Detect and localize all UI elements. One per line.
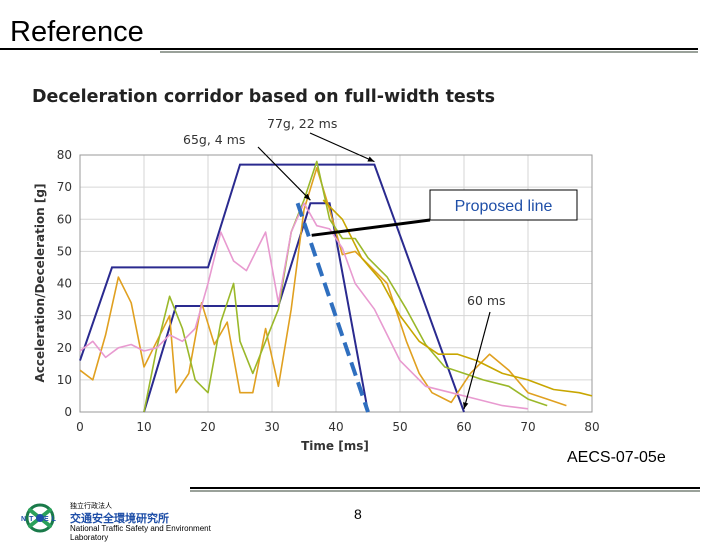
x-axis-label: Time [ms] [301, 439, 369, 453]
annotation-label: 65g, 4 ms [183, 132, 245, 147]
x-tick-label: 10 [136, 420, 151, 434]
annotation-pointer [309, 132, 375, 163]
proposed-callout-box [429, 189, 578, 221]
page-number: 8 [354, 506, 362, 522]
annotation-label: 77g, 22 ms [267, 116, 337, 131]
x-tick-label: 40 [328, 420, 343, 434]
x-tick-label: 70 [520, 420, 535, 434]
annotation-arrowhead [367, 156, 375, 162]
footer-divider-gray [190, 490, 700, 492]
y-tick-label: 10 [57, 373, 72, 387]
x-tick-label: 30 [264, 420, 279, 434]
response-curve [322, 199, 593, 397]
annotation-arrowhead [463, 402, 469, 409]
y-tick-label: 60 [57, 212, 72, 226]
response-curve [79, 202, 529, 410]
logo-text: NTSEL [21, 516, 59, 523]
org-name-jp: 交通安全環境研究所 [70, 512, 169, 525]
reference-code: AECS-07-05e [567, 449, 666, 466]
ntsel-logo-icon: NTSEL [21, 503, 59, 533]
title-divider-gray [160, 51, 698, 53]
x-tick-label: 20 [200, 420, 215, 434]
y-tick-label: 0 [64, 405, 72, 419]
y-tick-label: 20 [57, 341, 72, 355]
annotation-pointer [463, 311, 491, 410]
plot-frame [79, 154, 593, 413]
y-tick-label: 80 [57, 148, 72, 162]
org-name-en: National Traffic Safety and Environment … [70, 524, 211, 542]
axis-layer: 0 10 20 30 40 50 60 70 80 0 10 20 30 40 50 60 70 80 [57, 148, 600, 434]
chart-svg: Deceleration corridor based on full-widt… [32, 87, 600, 453]
annotation-layer: Proposed line 77g, 22 ms 65g, 4 ms 60 ms [183, 116, 578, 410]
x-tick-label: 0 [76, 420, 84, 434]
proposed-line [295, 202, 370, 413]
response-curve [79, 167, 567, 407]
chart-title: Deceleration corridor based on full-widt… [32, 87, 495, 107]
response-curve [143, 160, 548, 413]
proposed-callout-label: Proposed line [455, 198, 553, 215]
annotation-label: 60 ms [467, 293, 506, 308]
corridor-upper-bound [79, 163, 465, 413]
deceleration-chart: Deceleration corridor based on full-widt… [30, 80, 600, 460]
y-tick-label: 40 [57, 277, 72, 291]
y-axis-label: Acceleration/Deceleration [g] [33, 184, 47, 383]
proposed-layer [295, 202, 370, 413]
y-tick-label: 50 [57, 244, 72, 258]
series-layer [79, 160, 593, 413]
footer-divider [190, 487, 700, 489]
x-tick-label: 60 [456, 420, 471, 434]
y-tick-label: 70 [57, 180, 72, 194]
x-tick-label: 50 [392, 420, 407, 434]
title-divider [0, 48, 698, 50]
x-tick-label: 80 [584, 420, 599, 434]
proposed-callout-pointer [311, 218, 431, 237]
org-type: 独立行政法人 [70, 503, 112, 510]
slide-title: Reference [10, 16, 144, 48]
y-tick-label: 30 [57, 309, 72, 323]
annotation-pointer [257, 146, 311, 201]
annotation-arrowhead [303, 193, 311, 201]
